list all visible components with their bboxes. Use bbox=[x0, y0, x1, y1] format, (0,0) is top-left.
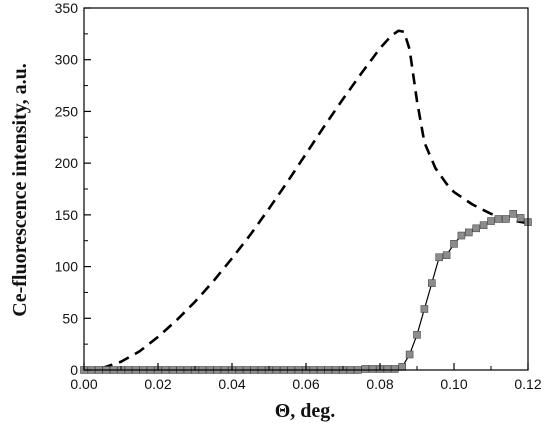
series-point-marker bbox=[464, 228, 473, 237]
y-tick-label: 250 bbox=[55, 103, 79, 119]
y-axis-title: Ce-fluorescence intensity, a.u. bbox=[9, 63, 31, 317]
series-point-marker bbox=[457, 231, 466, 240]
series-point-marker bbox=[487, 217, 495, 225]
series-point-marker bbox=[479, 221, 488, 229]
series-point-marker bbox=[413, 331, 421, 339]
y-tick-label: 50 bbox=[62, 310, 78, 326]
series-point-marker bbox=[398, 363, 407, 371]
series-point-marker bbox=[435, 253, 444, 262]
series-point-marker bbox=[494, 215, 503, 223]
series-point-marker bbox=[361, 365, 370, 373]
x-tick-label: 0.04 bbox=[218, 376, 245, 392]
x-tick-label: 0.02 bbox=[144, 376, 171, 392]
y-tick-label: 0 bbox=[70, 362, 78, 378]
y-tick-label: 100 bbox=[55, 259, 79, 275]
y-tick-label: 150 bbox=[55, 207, 79, 223]
series-point-marker bbox=[383, 365, 392, 373]
x-tick-label: 0.12 bbox=[514, 376, 541, 392]
series-point-marker bbox=[405, 350, 414, 359]
y-tick-label: 300 bbox=[55, 52, 79, 68]
x-axis-title: Θ, deg. bbox=[275, 400, 336, 422]
series-line-dashed bbox=[83, 29, 529, 372]
series-point-marker bbox=[509, 210, 518, 218]
series-point-marker bbox=[450, 240, 458, 248]
series-point-marker bbox=[390, 365, 399, 373]
series-point-marker bbox=[472, 224, 481, 233]
x-tick-label: 0.06 bbox=[292, 376, 319, 392]
y-tick-label: 350 bbox=[55, 0, 79, 16]
axis-layer: 0.00 0.02 0.04 0.06 0.08 0.10 0.12 0 50 100 150 200… bbox=[55, 0, 542, 392]
series-point-marker bbox=[427, 279, 436, 287]
series-point-marker bbox=[368, 365, 377, 373]
series-point-marker bbox=[442, 251, 451, 259]
x-tick-label: 0.08 bbox=[366, 376, 393, 392]
x-tick-label: 0.00 bbox=[70, 376, 97, 392]
x-tick-label: 0.10 bbox=[440, 376, 467, 392]
y-tick-label: 200 bbox=[55, 155, 79, 171]
series-point-marker bbox=[420, 305, 429, 313]
series-point-marker bbox=[501, 215, 510, 223]
series-point-marker bbox=[516, 214, 525, 222]
